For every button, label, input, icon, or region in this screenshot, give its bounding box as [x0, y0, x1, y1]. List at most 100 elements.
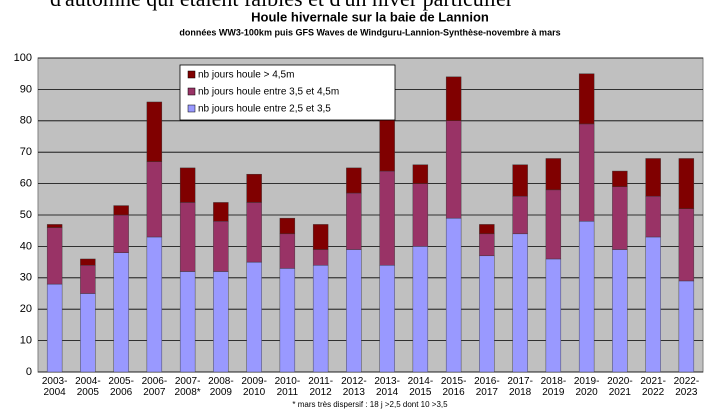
bar-segment [113, 252, 129, 373]
x-tick-label: 2010-2011 [274, 376, 301, 398]
y-tick-label: 40 [20, 240, 32, 252]
legend-swatch [187, 70, 196, 79]
bar-segment [346, 167, 362, 194]
bar-segment [445, 217, 462, 373]
bar-segment [312, 265, 329, 373]
x-tick-label: 2021-2022 [640, 376, 666, 398]
y-tick-label: 20 [20, 303, 32, 315]
bar-segment [578, 73, 595, 125]
y-tick-label: 80 [20, 115, 32, 127]
bar-segment [545, 158, 562, 191]
bar-segment [246, 261, 262, 373]
bar-segment [645, 158, 661, 197]
bar-segment [445, 76, 462, 121]
x-tick-label: 2009-2010 [241, 376, 267, 398]
y-tick-label: 10 [20, 335, 32, 347]
x-tick-label: 2011-2012 [308, 376, 334, 398]
x-tick-label: 2007-2008* [174, 376, 201, 398]
bar-segment [612, 186, 628, 250]
bar-segment [412, 183, 429, 247]
bar-segment [512, 233, 528, 373]
bar-segment [545, 258, 562, 373]
bar-segment [678, 158, 695, 209]
x-tick-label: 2008-2009 [208, 376, 234, 398]
bar-segment [612, 170, 628, 187]
bar-segment [346, 249, 362, 373]
x-tick-label: 2022-2023 [673, 376, 700, 398]
y-tick-label: 30 [20, 272, 32, 284]
x-tick-label: 2013-2014 [374, 376, 400, 398]
legend-box [179, 64, 396, 121]
bar-segment [312, 224, 329, 250]
y-tick-label: 0 [26, 366, 32, 378]
bar-segment [512, 164, 528, 197]
bar-segment [146, 101, 163, 162]
y-tick-label: 70 [20, 146, 32, 158]
y-tick-label: 100 [14, 52, 32, 64]
cut-text: d'automne qui étaient faibles et d'un hi… [50, 0, 513, 12]
bar-segment [479, 224, 495, 235]
bar-segment [512, 195, 528, 235]
bar-segment [179, 202, 196, 272]
bar-segment [80, 265, 96, 294]
legend-label: nb jours houle entre 2,5 et 3,5 [198, 104, 331, 115]
x-tick-label: 2004-2005 [75, 376, 101, 398]
bar-segment [678, 280, 695, 373]
bar-segment [46, 283, 63, 373]
x-tick-label: 2015-2016 [440, 376, 467, 398]
legend-label: nb jours houle > 4,5m [198, 70, 294, 81]
bar-segment [479, 233, 495, 257]
bar-segment [146, 161, 163, 238]
bar-segment [578, 221, 595, 373]
x-tick-label: 2017-2018 [507, 376, 533, 398]
bar-segment [545, 189, 562, 260]
bar-segment [279, 217, 296, 235]
footnote: * mars très dispersif : 18 j >2,5 dont 1… [292, 400, 448, 409]
bar-segment [213, 271, 229, 373]
bar-segment [412, 164, 429, 184]
bar-segment [379, 265, 395, 373]
bar-segment [346, 192, 362, 250]
bar-segment [645, 236, 661, 373]
y-tick-label: 60 [20, 178, 32, 190]
x-tick-label: 2014-2015 [407, 376, 434, 398]
bar-segment [445, 120, 462, 219]
bar-segment [678, 208, 695, 282]
y-tick-label: 50 [20, 209, 32, 221]
bar-segment [80, 258, 96, 266]
bar-segment [279, 268, 296, 373]
bar-segment [312, 249, 329, 266]
bar-segment [379, 170, 395, 266]
x-tick-label: 2005-2006 [108, 376, 134, 398]
legend-swatch [187, 104, 196, 113]
bar-segment [113, 205, 129, 216]
bar-segment [46, 224, 63, 228]
x-tick-label: 2018-2019 [540, 376, 567, 398]
bar-segment [146, 236, 163, 373]
x-tick-label: 2020-2021 [607, 376, 633, 398]
bar-segment [612, 249, 628, 373]
bar-segment [246, 173, 262, 203]
bar-segment [578, 123, 595, 222]
bar-segment [213, 202, 229, 222]
bar-segment [46, 227, 63, 285]
x-tick-label: 2016-2017 [474, 376, 500, 398]
x-tick-label: 2003-2004 [41, 376, 68, 398]
bar-segment [80, 293, 96, 373]
x-tick-label: 2012-2013 [341, 376, 367, 398]
bar-segment [246, 202, 262, 263]
legend-label: nb jours houle entre 3,5 et 4,5m [198, 87, 339, 98]
chart-title: Houle hivernale sur la baie de Lannion [251, 9, 489, 24]
bar-segment [645, 195, 661, 238]
legend-swatch [187, 87, 196, 96]
x-tick-label: 2006-2007 [141, 376, 168, 398]
x-tick-label: 2019-2020 [573, 376, 600, 398]
bar-segment [113, 214, 129, 253]
bar-segment [412, 246, 429, 373]
bar-segment [213, 221, 229, 272]
y-tick-label: 90 [20, 83, 32, 95]
bar-segment [479, 255, 495, 373]
bar-segment [179, 167, 196, 203]
